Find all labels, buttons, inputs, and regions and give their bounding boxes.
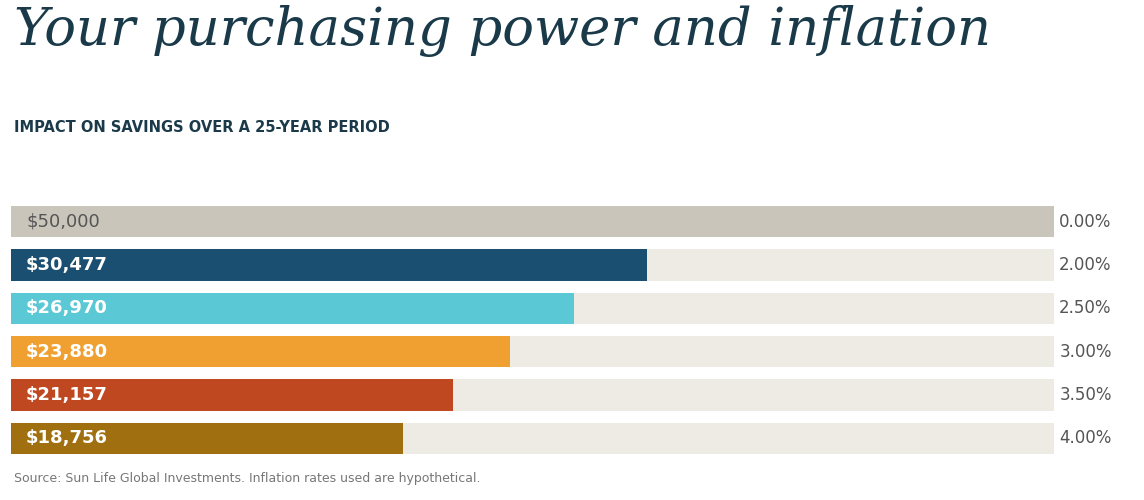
Text: 0.00%: 0.00% (1059, 212, 1112, 230)
Text: 3.50%: 3.50% (1059, 386, 1112, 404)
Text: $23,880: $23,880 (26, 342, 109, 360)
Bar (11, 380, 1055, 410)
Text: Your purchasing power and inflation: Your purchasing power and inflation (14, 5, 991, 57)
Bar (11, 336, 1055, 368)
Bar (11, 292, 574, 324)
Text: IMPACT ON SAVINGS OVER A 25-YEAR PERIOD: IMPACT ON SAVINGS OVER A 25-YEAR PERIOD (14, 120, 389, 135)
Text: 3.00%: 3.00% (1059, 342, 1112, 360)
Bar (11, 250, 1055, 280)
Bar (11, 292, 1055, 324)
Text: $21,157: $21,157 (26, 386, 108, 404)
Text: 2.50%: 2.50% (1059, 300, 1112, 318)
Text: $26,970: $26,970 (26, 300, 108, 318)
Bar (11, 422, 403, 454)
Bar (11, 336, 509, 368)
Text: Source: Sun Life Global Investments. Inflation rates used are hypothetical.: Source: Sun Life Global Investments. Inf… (14, 472, 480, 485)
Text: 2.00%: 2.00% (1059, 256, 1112, 274)
Text: $50,000: $50,000 (26, 212, 100, 230)
Bar (11, 250, 648, 280)
Bar (11, 380, 453, 410)
Bar (11, 206, 1055, 238)
Text: $18,756: $18,756 (26, 430, 108, 448)
Bar (11, 206, 1055, 238)
Text: 4.00%: 4.00% (1059, 430, 1112, 448)
Text: $30,477: $30,477 (26, 256, 108, 274)
Bar (11, 422, 1055, 454)
